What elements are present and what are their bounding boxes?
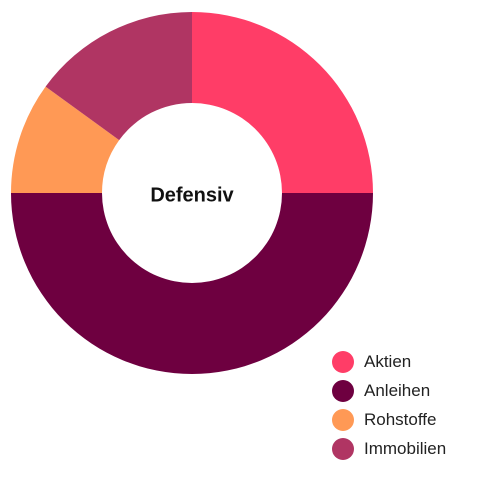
- slice-anleihen: [11, 193, 373, 374]
- legend-swatch-rohstoffe: [332, 408, 354, 431]
- legend-item-anleihen: Anleihen: [332, 379, 446, 402]
- legend-label-anleihen: Anleihen: [364, 380, 431, 400]
- legend-label-aktien: Aktien: [364, 351, 412, 371]
- legend-swatch-immobilien: [332, 437, 354, 460]
- legend-swatch-aktien: [332, 350, 354, 373]
- legend-item-rohstoffe: Rohstoffe: [332, 408, 446, 431]
- legend-swatch-anleihen: [332, 379, 354, 402]
- legend-item-immobilien: Immobilien: [332, 437, 446, 460]
- slices-group: [11, 12, 373, 374]
- legend: Aktien Anleihen Rohstoffe Immobilien: [332, 350, 446, 460]
- legend-label-immobilien: Immobilien: [364, 438, 447, 458]
- slice-rohstoffe: [11, 86, 120, 193]
- center-label: Defensiv: [150, 184, 234, 206]
- legend-item-aktien: Aktien: [332, 350, 446, 373]
- slice-immobilien: [45, 12, 192, 141]
- legend-label-rohstoffe: Rohstoffe: [364, 409, 437, 429]
- slice-aktien: [192, 12, 373, 193]
